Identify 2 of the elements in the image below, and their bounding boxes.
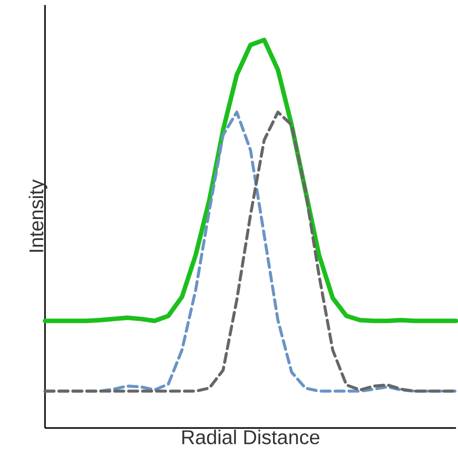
x-axis-title: Radial Distance bbox=[182, 430, 320, 444]
y-axis-title: Intensity bbox=[28, 179, 48, 252]
